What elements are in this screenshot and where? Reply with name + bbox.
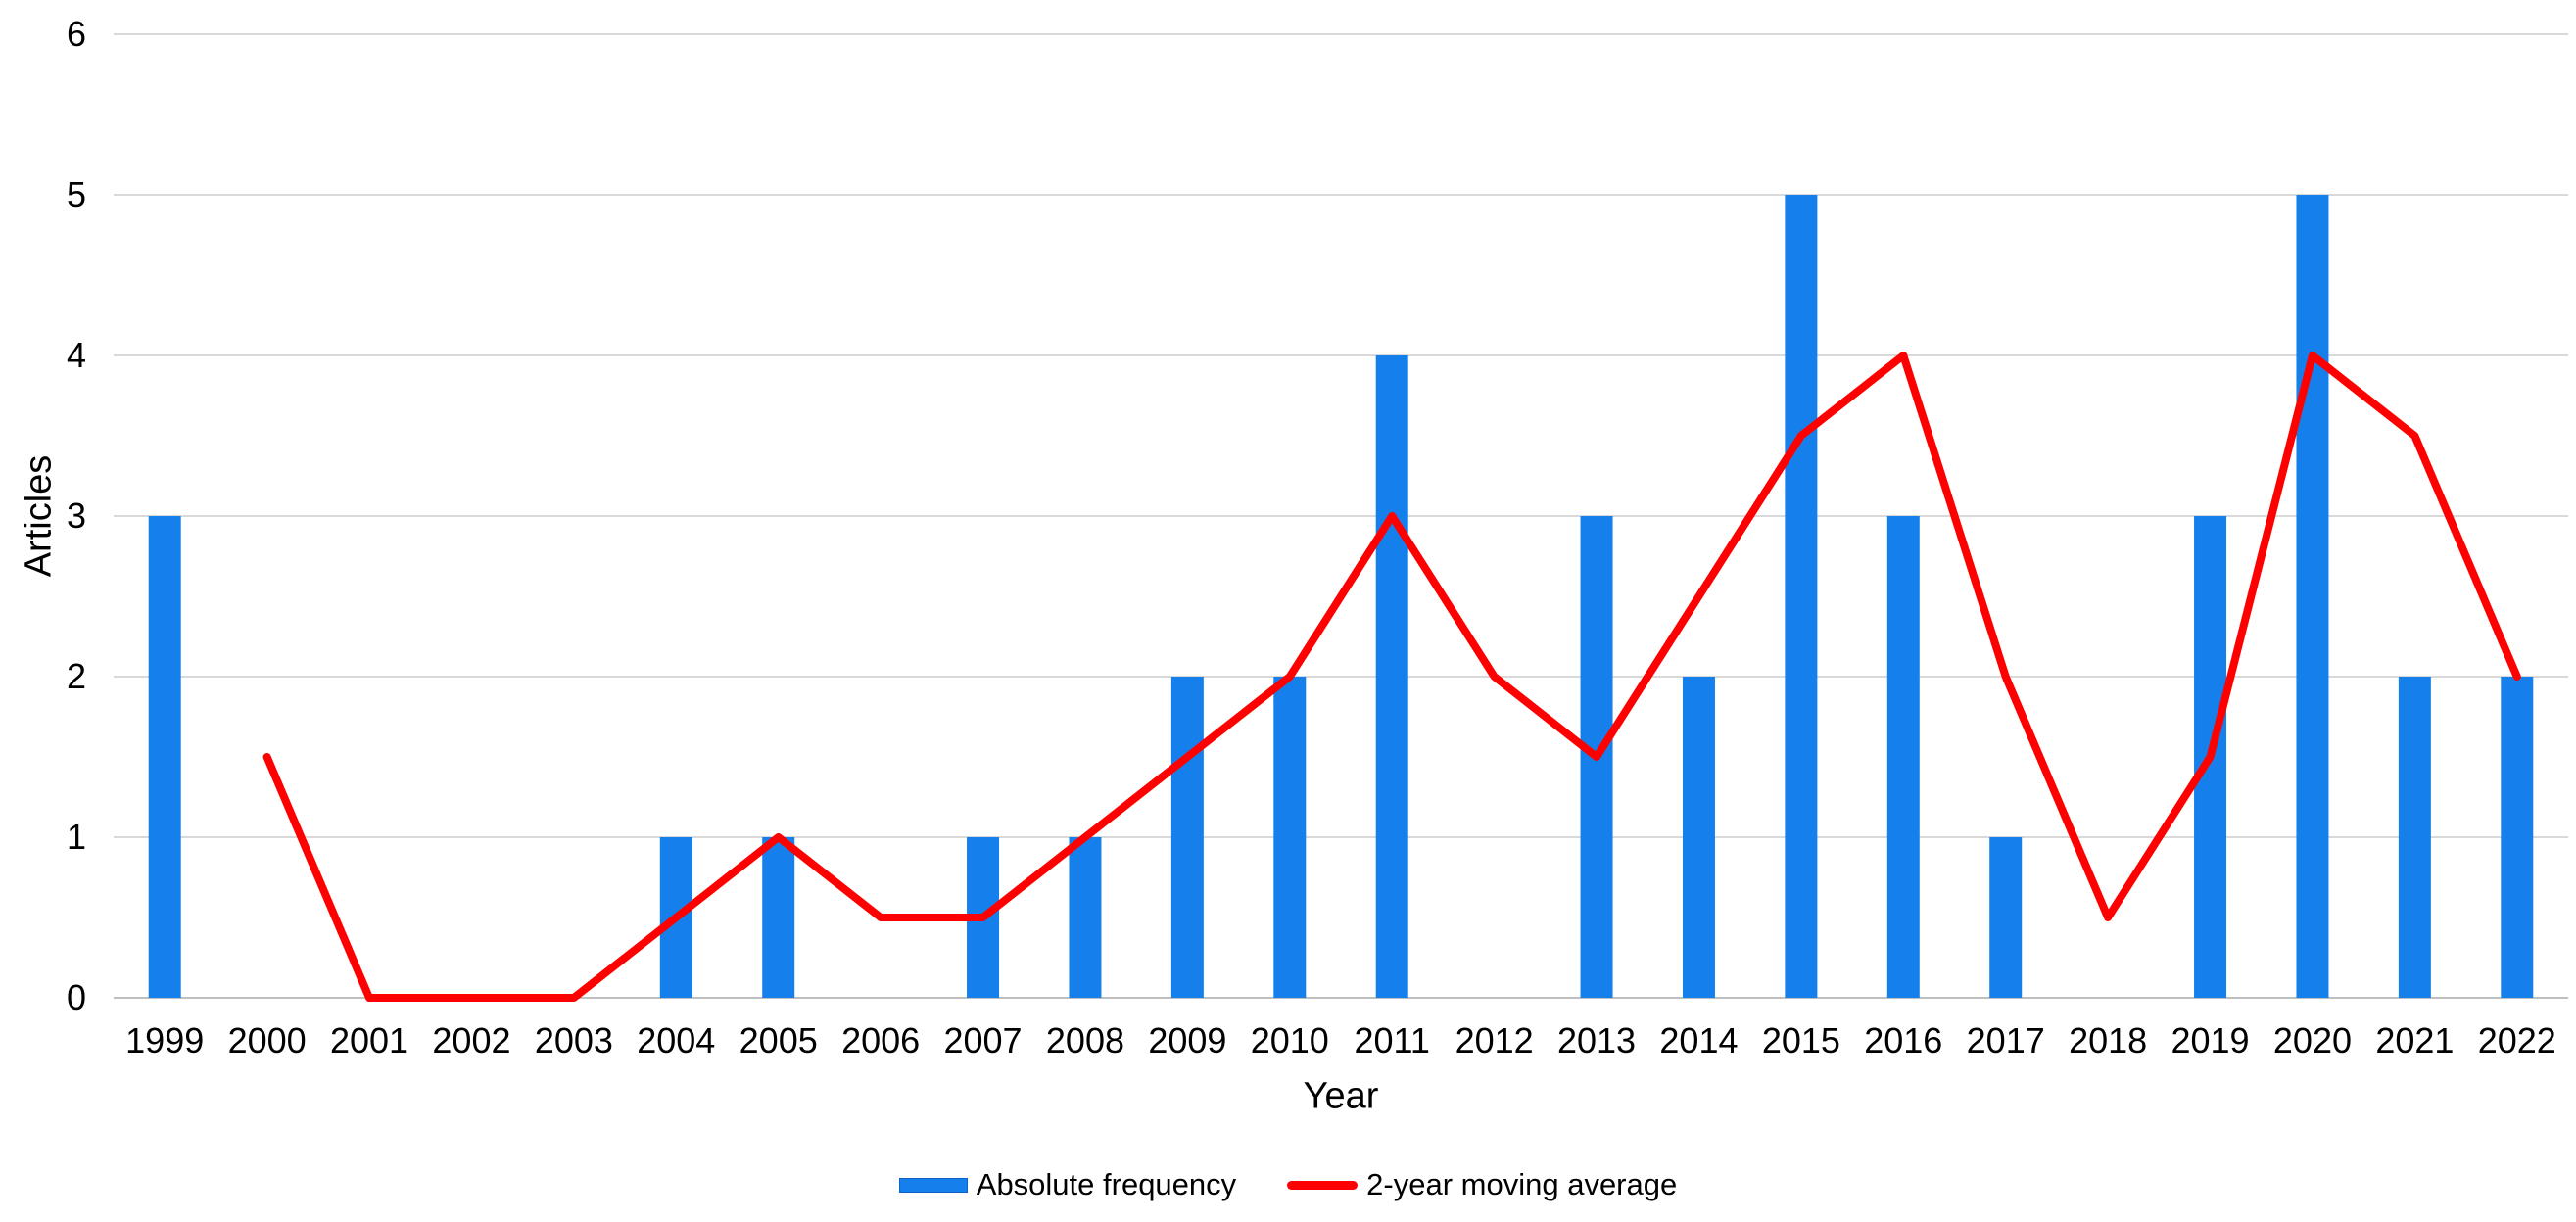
x-tick-label-2003: 2003 — [535, 1020, 613, 1060]
x-tick-label-2008: 2008 — [1046, 1020, 1124, 1060]
x-tick-label-2022: 2022 — [2478, 1020, 2556, 1060]
x-tick-label-2021: 2021 — [2375, 1020, 2454, 1060]
bar-2015 — [1785, 195, 1818, 998]
y-tick-label-0: 0 — [67, 977, 86, 1017]
bar-1999 — [148, 516, 181, 998]
bar-2021 — [2398, 677, 2431, 998]
legend-item-moving-average: 2-year moving average — [1287, 1167, 1677, 1202]
legend: Absolute frequency 2-year moving average — [0, 1167, 2576, 1202]
x-tick-label-2001: 2001 — [330, 1020, 408, 1060]
x-tick-label-2018: 2018 — [2069, 1020, 2147, 1060]
bar-2014 — [1682, 677, 1715, 998]
x-tick-label-2009: 2009 — [1148, 1020, 1226, 1060]
line-series-swatch-icon — [1287, 1180, 1359, 1190]
legend-item-absolute-frequency: Absolute frequency — [898, 1167, 1237, 1202]
bar-2010 — [1273, 677, 1307, 998]
y-axis-title: Articles — [18, 454, 60, 578]
x-tick-label-2012: 2012 — [1455, 1020, 1534, 1060]
legend-label-absolute-frequency: Absolute frequency — [976, 1167, 1237, 1201]
x-tick-label-2019: 2019 — [2171, 1020, 2249, 1060]
bar-2016 — [1886, 516, 1920, 998]
x-tick-label-2000: 2000 — [228, 1020, 307, 1060]
x-tick-label-2005: 2005 — [739, 1020, 818, 1060]
x-tick-label-2013: 2013 — [1557, 1020, 1636, 1060]
y-tick-label-5: 5 — [67, 174, 86, 214]
x-tick-label-2010: 2010 — [1251, 1020, 1329, 1060]
bar-2008 — [1069, 837, 1102, 998]
bar-2022 — [2501, 677, 2534, 998]
y-tick-label-4: 4 — [67, 335, 86, 375]
x-tick-label-2011: 2011 — [1354, 1020, 1429, 1060]
x-tick-label-2002: 2002 — [432, 1020, 510, 1060]
x-tick-label-2006: 2006 — [841, 1020, 920, 1060]
x-tick-label-2017: 2017 — [1967, 1020, 2045, 1060]
bar-2011 — [1375, 355, 1408, 998]
bar-2017 — [1989, 837, 2023, 998]
moving-average-line — [262, 352, 2521, 1002]
x-tick-label-2020: 2020 — [2273, 1020, 2352, 1060]
y-tick-label-1: 1 — [67, 817, 86, 857]
x-tick-label-2015: 2015 — [1762, 1020, 1840, 1060]
y-tick-label-6: 6 — [67, 14, 86, 54]
bar-2009 — [1170, 677, 1204, 998]
y-tick-label-2: 2 — [67, 656, 86, 696]
bar-2005 — [762, 837, 795, 998]
x-axis-title: Year — [1303, 1075, 1379, 1117]
x-tick-label-1999: 1999 — [125, 1020, 204, 1060]
x-tick-label-2014: 2014 — [1659, 1020, 1738, 1060]
x-tick-label-2016: 2016 — [1864, 1020, 1942, 1060]
y-tick-label-3: 3 — [67, 495, 86, 536]
bar-series-swatch-icon — [898, 1177, 968, 1193]
x-tick-label-2004: 2004 — [637, 1020, 715, 1060]
legend-label-moving-average: 2-year moving average — [1366, 1167, 1678, 1201]
bar-2020 — [2296, 195, 2329, 998]
x-tick-label-2007: 2007 — [943, 1020, 1022, 1060]
